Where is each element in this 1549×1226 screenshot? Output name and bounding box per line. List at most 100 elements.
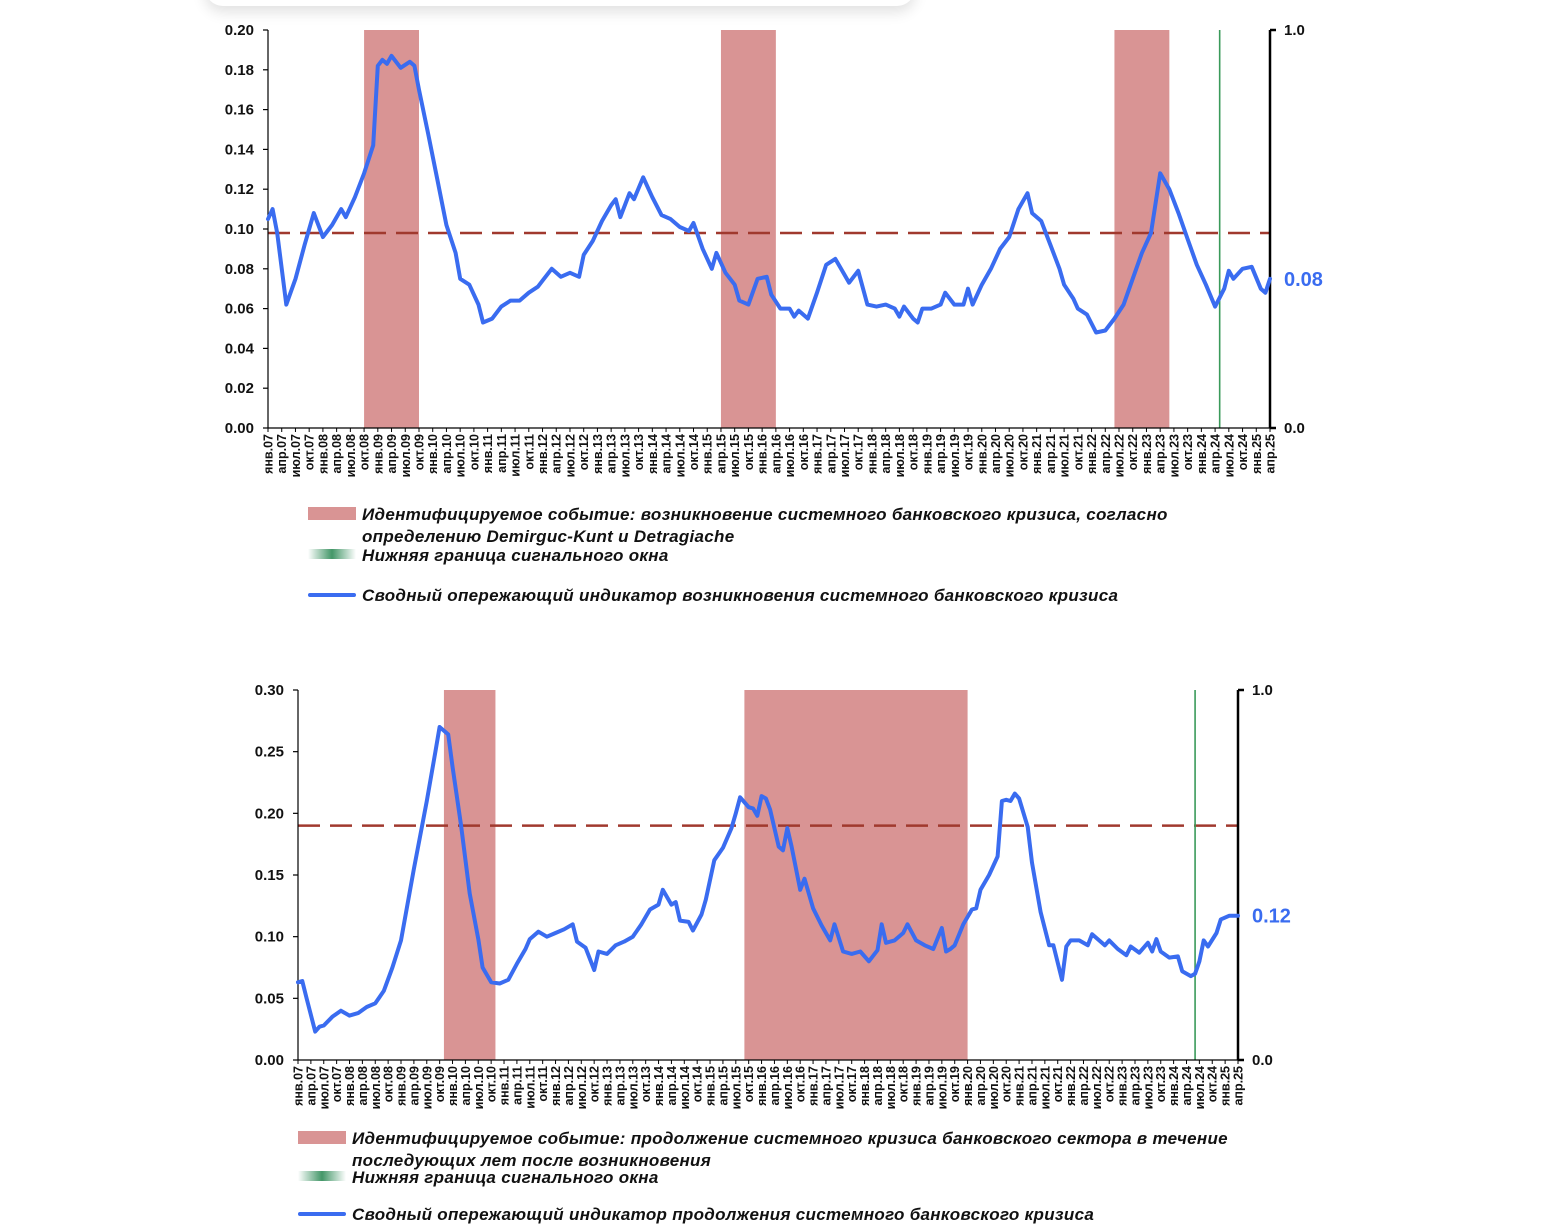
- chart-2-x-tick-label-58: июл.21: [1038, 1066, 1052, 1109]
- chart-1-y-tick-label-2: 0.04: [225, 340, 255, 357]
- chart-2-x-tick-label-0: янв.07: [292, 1066, 306, 1106]
- chart-2-x-tick-label-72: янв.25: [1219, 1066, 1233, 1106]
- chart-2-x-tick-label-57: апр.21: [1025, 1066, 1039, 1106]
- chart-1-x-tick-label-23: окт.12: [577, 434, 591, 470]
- chart-2-y-tick-label-0: 0.00: [255, 1052, 284, 1069]
- chart-1-x-tick-label-62: июл.22: [1113, 434, 1127, 477]
- chart-1-indicator-line: [266, 53, 1272, 335]
- chart-2-y-tick-label-1: 0.05: [255, 990, 284, 1007]
- chart-1-x-tick-label-66: июл.23: [1167, 434, 1181, 477]
- chart-2-y-tick-label-5: 0.25: [255, 744, 284, 761]
- chart-1-y-tick-label-10: 0.20: [225, 22, 254, 39]
- chart-1-x-tick-label-30: июл.14: [673, 434, 687, 477]
- chart-2-x-tick-label-45: апр.18: [871, 1066, 885, 1106]
- chart-1-x-tick-label-19: окт.11: [522, 434, 536, 470]
- chart-2-x-tick-label-56: янв.21: [1013, 1066, 1027, 1106]
- chart-1-y-tick-label-1: 0.02: [225, 380, 254, 397]
- chart-2-x-tick-label-26: июл.13: [626, 1066, 640, 1109]
- chart-2-x-tick-label-5: апр.08: [356, 1066, 370, 1106]
- top-decorative-shadow: [205, 0, 915, 6]
- chart-2-x-tick-label-27: окт.13: [639, 1066, 653, 1102]
- chart-1-y-tick-label-6: 0.12: [225, 181, 254, 198]
- chart-1-x-tick-label-58: июл.21: [1058, 434, 1072, 477]
- chart-1-x-tick-label-40: янв.17: [811, 434, 825, 474]
- chart-2-x-tick-label-48: янв.19: [910, 1066, 924, 1106]
- chart-2-x-tick-label-46: июл.18: [884, 1066, 898, 1109]
- chart-2-x-tick-label-40: янв.17: [807, 1066, 821, 1106]
- chart-2-x-tick-label-2: июл.07: [317, 1066, 331, 1109]
- chart-1-x-tick-label-32: янв.15: [701, 434, 715, 474]
- chart-2-x-tick-label-49: апр.19: [922, 1066, 936, 1106]
- chart-1-x-tick-label-21: апр.12: [550, 434, 564, 474]
- chart-1-x-tick-label-36: янв.16: [756, 434, 770, 474]
- chart-1-y2-tick-label-0: 0.0: [1284, 420, 1305, 437]
- chart-2-x-tick-label-34: июл.15: [729, 1066, 743, 1109]
- chart-2-x-tick-label-9: апр.09: [407, 1066, 421, 1106]
- chart-2-x-tick-label-73: апр.25: [1232, 1066, 1246, 1106]
- chart-1-x-tick-label-68: янв.24: [1195, 434, 1209, 474]
- chart-1-x-tick-label-47: окт.18: [907, 434, 921, 470]
- chart-2-last-value-label: 0.12: [1252, 906, 1291, 928]
- chart-2-x-tick-label-6: июл.08: [369, 1066, 383, 1109]
- chart-1-x-tick-label-44: янв.18: [865, 434, 879, 474]
- chart-1-y-tick-label-9: 0.18: [225, 62, 254, 79]
- chart-1-x-tick-label-28: янв.14: [646, 434, 660, 474]
- chart-1-x-tick-label-50: июл.19: [948, 434, 962, 477]
- chart-1-event-band-2: [720, 30, 776, 428]
- chart-2-x-tick-label-29: апр.14: [665, 1066, 679, 1106]
- chart-2-x-tick-label-21: апр.12: [562, 1066, 576, 1106]
- chart-1-x-tick-label-61: апр.22: [1099, 434, 1113, 474]
- chart-1-x-tick-label-3: окт.07: [303, 434, 317, 470]
- chart-1-y-tick-label-5: 0.10: [225, 221, 254, 238]
- chart-1-x-tick-label-16: янв.11: [481, 434, 495, 473]
- chart-1-x-tick-label-45: апр.18: [879, 434, 893, 474]
- chart-2-x-tick-label-1: апр.07: [304, 1066, 318, 1106]
- chart-2-x-tick-label-31: окт.14: [691, 1066, 705, 1102]
- chart-2-x-tick-label-59: окт.21: [1051, 1066, 1065, 1102]
- chart-1-crisis-onset: 0.00 0.02 0.04 0.06 0.08 0.10 0.12 0.14 0.16 0.18…: [225, 22, 1323, 477]
- chart-2-x-tick-label-42: июл.17: [832, 1066, 846, 1109]
- chart-1-x-tick-label-6: июл.08: [344, 434, 358, 477]
- chart-2-x-tick-label-60: янв.22: [1064, 1066, 1078, 1106]
- chart-2-x-tick-label-41: апр.17: [819, 1066, 833, 1106]
- chart-2-x-tick-label-63: окт.22: [1103, 1066, 1117, 1102]
- chart-1-x-tick-label-56: янв.21: [1030, 434, 1044, 474]
- chart-1-x-tick-label-9: апр.09: [385, 434, 399, 474]
- chart-1-x-tick-label-17: апр.11: [495, 434, 509, 473]
- chart-1-x-tick-label-59: окт.21: [1071, 434, 1085, 470]
- chart-2-x-tick-label-65: апр.23: [1128, 1066, 1142, 1106]
- chart-2-x-tick-label-50: июл.19: [935, 1066, 949, 1109]
- chart-1-x-tick-label-10: июл.09: [399, 434, 413, 477]
- chart-2-x-tick-label-37: апр.16: [768, 1066, 782, 1106]
- chart-2-x-tick-label-22: июл.12: [575, 1066, 589, 1109]
- chart-2-x-tick-label-3: окт.07: [330, 1066, 344, 1102]
- chart-1-x-tick-label-67: окт.23: [1181, 434, 1195, 470]
- chart-2-y2-tick-label-0: 0.0: [1252, 1052, 1273, 1069]
- chart-2-x-tick-label-24: янв.13: [601, 1066, 615, 1106]
- chart-2-y-tick-label-2: 0.10: [255, 929, 284, 946]
- chart-2-x-tick-label-69: апр.24: [1180, 1066, 1194, 1106]
- chart-1-x-tick-label-14: июл.10: [454, 434, 468, 477]
- chart-1-x-tick-label-72: янв.25: [1250, 434, 1264, 474]
- chart-2-x-tick-label-67: окт.23: [1154, 1066, 1168, 1102]
- chart-1-x-tick-label-54: июл.20: [1003, 434, 1017, 477]
- chart-1-x-tick-label-22: июл.12: [563, 434, 577, 477]
- chart-2-x-tick-label-23: окт.12: [588, 1066, 602, 1102]
- chart-1-x-tick-label-18: июл.11: [509, 434, 523, 477]
- chart-2-x-tick-label-62: июл.22: [1090, 1066, 1104, 1109]
- chart-2-x-tick-label-15: окт.10: [485, 1066, 499, 1102]
- chart-2-x-tick-label-32: янв.15: [704, 1066, 718, 1106]
- chart-1-x-tick-label-1: апр.07: [275, 434, 289, 474]
- chart-2-y-tick-label-6: 0.30: [255, 682, 284, 699]
- chart-2-x-tick-label-7: окт.08: [382, 1066, 396, 1102]
- chart-1-x-tick-label-31: окт.14: [687, 434, 701, 470]
- chart-2-x-tick-label-44: янв.18: [858, 1066, 872, 1106]
- chart-1-y-tick-label-8: 0.16: [225, 102, 254, 119]
- chart-2-x-tick-label-52: янв.20: [961, 1066, 975, 1106]
- chart-1-event-band-1: [364, 30, 419, 428]
- chart-1-x-tick-label-69: апр.24: [1209, 434, 1223, 474]
- chart-1-x-tick-label-26: июл.13: [618, 434, 632, 477]
- chart-2-y-tick-label-4: 0.20: [255, 805, 284, 822]
- chart-1-x-tick-label-13: апр.10: [440, 434, 454, 474]
- chart-2-x-tick-label-66: июл.23: [1141, 1066, 1155, 1109]
